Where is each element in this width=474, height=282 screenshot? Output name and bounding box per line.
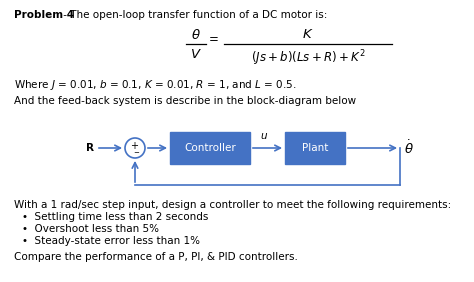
Text: $V$: $V$ <box>190 48 202 61</box>
Text: And the feed-back system is describe in the block-diagram below: And the feed-back system is describe in … <box>14 96 356 106</box>
Text: R: R <box>86 143 94 153</box>
Text: Where $J$ = 0.01, $b$ = 0.1, $K$ = 0.01, $R$ = 1, and $L$ = 0.5.: Where $J$ = 0.01, $b$ = 0.1, $K$ = 0.01,… <box>14 78 296 92</box>
Text: +: + <box>130 141 138 151</box>
Text: $(Js + b)(Ls + R) + K^2$: $(Js + b)(Ls + R) + K^2$ <box>251 48 365 68</box>
Text: $\dot{\theta}$: $\dot{\theta}$ <box>404 139 414 157</box>
Text: u: u <box>260 131 267 141</box>
FancyBboxPatch shape <box>285 132 345 164</box>
Text: $K$: $K$ <box>302 28 314 41</box>
Text: Plant: Plant <box>302 143 328 153</box>
Text: •  Settling time less than 2 seconds: • Settling time less than 2 seconds <box>22 212 209 222</box>
Text: Problem 4: Problem 4 <box>14 10 74 20</box>
Text: −: − <box>133 150 139 156</box>
Text: Compare the performance of a P, PI, & PID controllers.: Compare the performance of a P, PI, & PI… <box>14 252 298 262</box>
Text: $\theta$: $\theta$ <box>191 28 201 42</box>
Text: Controller: Controller <box>184 143 236 153</box>
Text: With a 1 rad/sec step input, design a controller to meet the following requireme: With a 1 rad/sec step input, design a co… <box>14 200 451 210</box>
Text: •  Steady-state error less than 1%: • Steady-state error less than 1% <box>22 236 200 246</box>
FancyBboxPatch shape <box>170 132 250 164</box>
Text: =: = <box>209 34 219 47</box>
Text: - The open-loop transfer function of a DC motor is:: - The open-loop transfer function of a D… <box>60 10 328 20</box>
Text: •  Overshoot less than 5%: • Overshoot less than 5% <box>22 224 159 234</box>
